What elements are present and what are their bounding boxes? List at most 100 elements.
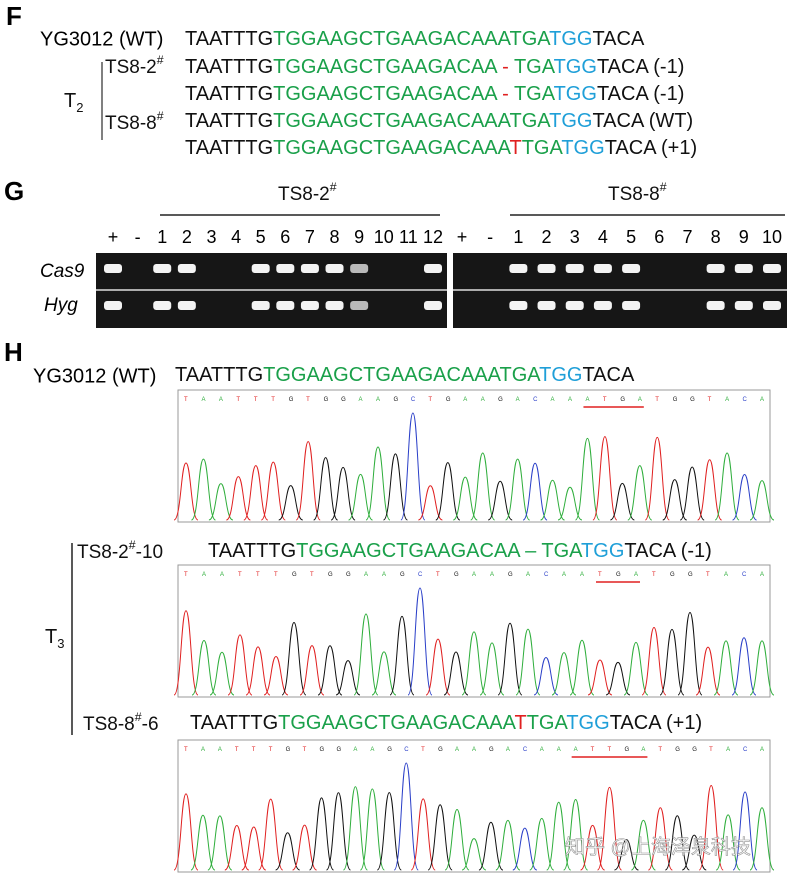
base-call: G: [438, 747, 443, 753]
base-call: G: [675, 747, 680, 753]
band: [734, 264, 753, 273]
base-call: T: [274, 572, 278, 578]
base-call: T: [303, 747, 307, 753]
band: [593, 301, 612, 310]
sequence-segment: TGG: [561, 137, 604, 159]
base-call: C: [742, 572, 747, 578]
lane-label: 7: [682, 227, 692, 247]
base-call: A: [638, 397, 642, 403]
peak: [191, 639, 217, 696]
base-call: G: [498, 397, 503, 403]
base-call: G: [454, 572, 459, 578]
generation-label: T2: [64, 90, 83, 115]
base-call: T: [598, 572, 602, 578]
base-call: C: [743, 747, 748, 753]
sequence-segment: TAATTTG: [208, 540, 296, 562]
band: [763, 264, 781, 273]
peak: [330, 466, 356, 521]
base-call: G: [624, 747, 629, 753]
base-call: T: [269, 747, 273, 753]
peak: [418, 485, 443, 521]
base-call: A: [472, 572, 476, 578]
peak: [659, 628, 685, 696]
sequence-segment: TAATTTG: [185, 56, 273, 78]
peak: [225, 476, 251, 521]
peak: [207, 815, 233, 871]
sequence-segment: -: [497, 83, 514, 105]
peak: [587, 659, 613, 696]
band: [509, 264, 528, 273]
peak: [677, 611, 703, 696]
peak: [749, 807, 775, 871]
label-sup: #: [157, 53, 164, 67]
peak: [713, 640, 739, 696]
base-call: A: [218, 747, 222, 753]
sequence-segment: T: [514, 712, 526, 734]
sequence-segment: TGGAAGCTGAAGACAAA: [273, 137, 511, 159]
base-call: G: [393, 397, 398, 403]
row-label: Hyg: [44, 295, 78, 316]
base-call: G: [489, 747, 494, 753]
peak: [258, 798, 284, 871]
peak: [697, 459, 723, 521]
band: [622, 264, 641, 273]
peak: [260, 461, 286, 521]
sequence-segment: TGG: [539, 364, 582, 386]
band: [537, 301, 556, 310]
sequence-segment: TACA (WT): [592, 110, 693, 132]
band: [177, 264, 196, 273]
base-call: A: [376, 397, 380, 403]
chromatogram-box: [177, 389, 771, 523]
base-call: A: [370, 747, 374, 753]
peak: [299, 645, 325, 696]
base-call: G: [673, 397, 678, 403]
band: [177, 301, 196, 310]
base-call: A: [760, 747, 764, 753]
band: [251, 264, 270, 273]
base-call: A: [382, 572, 386, 578]
peak: [515, 628, 541, 696]
peak: [209, 651, 235, 696]
lane-label: 3: [570, 227, 580, 247]
sequence-segment: TACA: [582, 364, 635, 386]
band: [276, 301, 295, 310]
base-call: T: [254, 397, 258, 403]
base-call: A: [724, 572, 728, 578]
sequence-segment: TAATTTG: [185, 110, 273, 132]
base-call: T: [310, 572, 314, 578]
peak: [732, 791, 758, 871]
lane-label: 2: [542, 227, 552, 247]
band: [350, 301, 369, 310]
peak: [425, 638, 451, 696]
base-call: G: [328, 572, 333, 578]
label-suffix: -10: [136, 542, 163, 563]
peak: [371, 651, 397, 696]
base-call: A: [760, 397, 764, 403]
sequence-segment: TAATTTG: [185, 83, 273, 105]
base-call: A: [481, 397, 485, 403]
lane-label: 12: [423, 227, 443, 247]
peak: [597, 786, 623, 871]
generation-sub: 2: [76, 100, 83, 115]
base-call: G: [690, 397, 695, 403]
generation-sub: 3: [57, 636, 64, 651]
peak: [313, 457, 339, 521]
peak: [317, 645, 343, 696]
label-suffix: -6: [142, 714, 159, 735]
band: [622, 301, 641, 310]
peak: [443, 651, 469, 696]
base-call: T: [652, 572, 656, 578]
band: [153, 301, 172, 310]
base-call: A: [201, 397, 205, 403]
peak: [359, 788, 385, 871]
base-call: G: [324, 397, 329, 403]
band: [734, 301, 753, 310]
band: [424, 264, 442, 273]
peak: [227, 634, 253, 696]
sequence-segment: TGG: [566, 712, 609, 734]
peak: [529, 817, 555, 871]
base-call: C: [404, 747, 409, 753]
sequence: TAATTTGTGGAAGCTGAAGACAAATGATGGTACA (WT): [185, 110, 693, 132]
